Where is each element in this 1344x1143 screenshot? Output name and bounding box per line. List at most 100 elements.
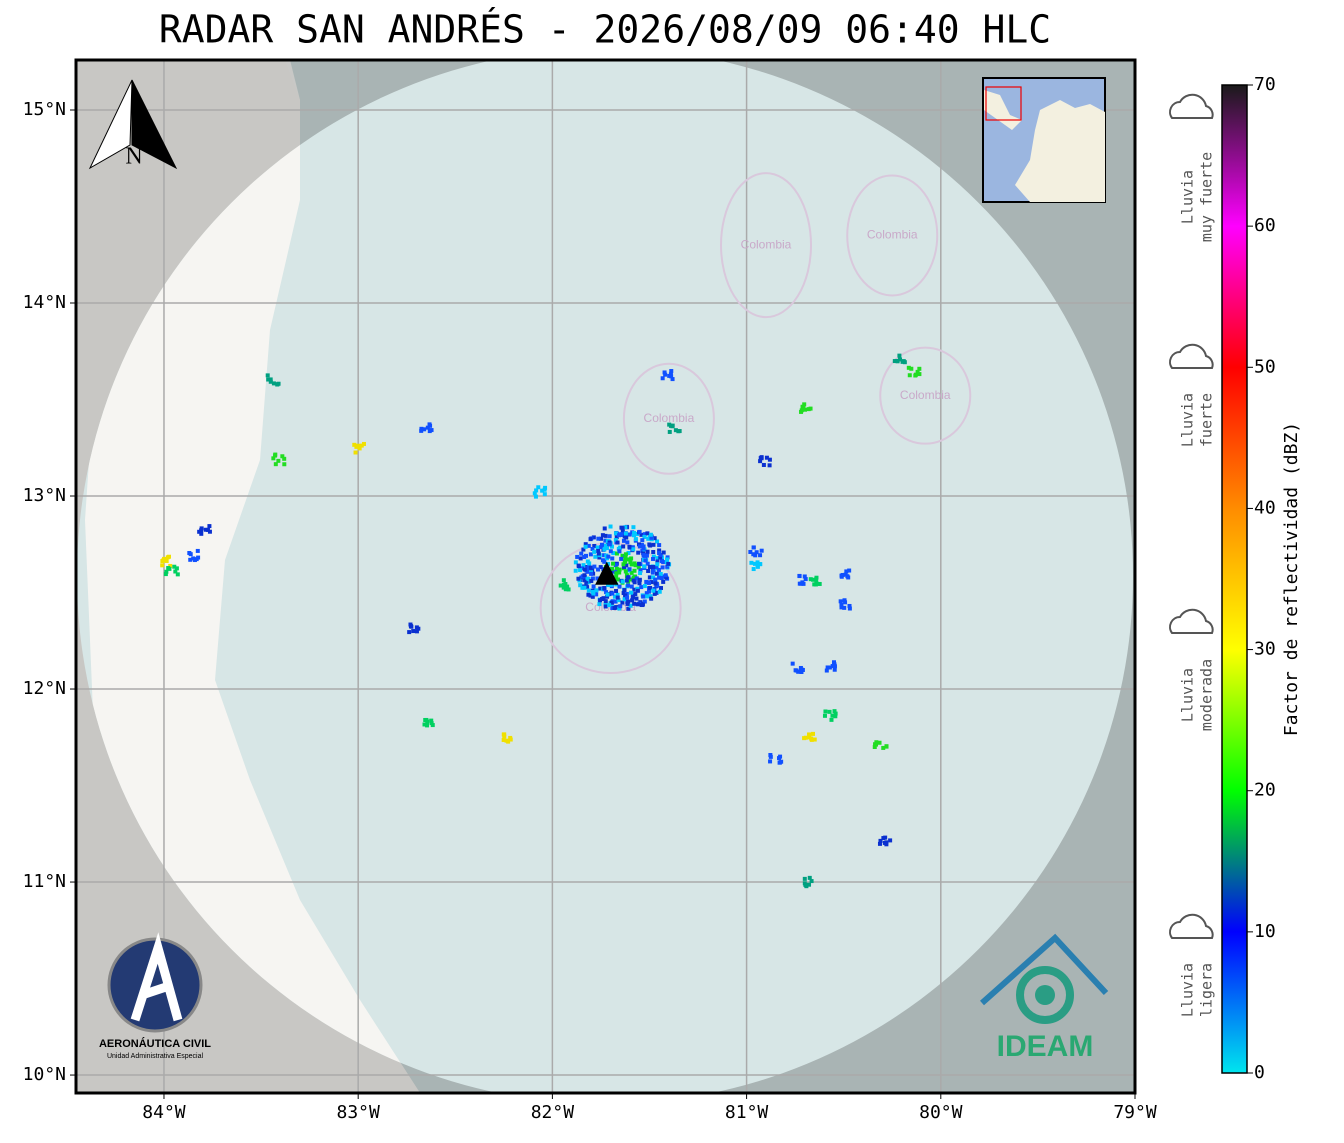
echo	[622, 564, 627, 569]
echo	[650, 570, 655, 575]
x-tick-label: 84°W	[142, 1102, 186, 1123]
echo	[610, 591, 615, 596]
echo	[917, 372, 922, 377]
echo	[582, 585, 587, 590]
echo	[354, 444, 359, 449]
echo	[665, 555, 670, 560]
echo	[807, 732, 812, 737]
rain-category-label: moderada	[1198, 659, 1216, 731]
echo	[666, 561, 671, 566]
echo	[626, 550, 631, 555]
echo	[576, 564, 581, 569]
x-tick-label: 83°W	[337, 1102, 381, 1123]
echo	[667, 429, 672, 434]
echo	[640, 538, 645, 543]
echo	[631, 575, 636, 580]
echo	[581, 563, 586, 568]
echo	[614, 571, 619, 576]
colorbar-tick-label: 20	[1254, 780, 1276, 801]
echo	[625, 595, 630, 600]
echo	[641, 546, 646, 551]
echo	[790, 661, 795, 666]
echo	[617, 533, 622, 538]
echo	[627, 532, 632, 537]
echo	[620, 579, 625, 584]
echo	[353, 450, 358, 455]
plot-frame	[74, 58, 1137, 1095]
echo	[631, 547, 636, 552]
echo	[651, 550, 656, 555]
echo	[827, 665, 832, 670]
echo	[645, 561, 650, 566]
echo	[164, 569, 169, 574]
echo	[536, 485, 541, 490]
echo	[599, 545, 604, 550]
colorbar-tick-label: 10	[1254, 921, 1276, 942]
echo	[411, 629, 416, 634]
echo	[637, 577, 642, 582]
echo	[591, 584, 596, 589]
echo	[265, 373, 270, 378]
echo	[621, 538, 626, 543]
echo	[605, 594, 610, 599]
echo	[576, 576, 581, 581]
echo	[268, 377, 273, 382]
echo	[621, 544, 626, 549]
echo	[803, 882, 808, 887]
echo	[621, 591, 626, 596]
echo	[809, 737, 814, 742]
echo	[623, 525, 628, 530]
coast-land	[85, 60, 420, 1093]
echo	[610, 569, 615, 574]
echo	[160, 559, 165, 564]
echo	[585, 585, 590, 590]
echo	[615, 577, 620, 582]
echo	[917, 366, 922, 371]
title: RADAR SAN ANDRÉS - 2026/08/09 06:40 HLC	[159, 8, 1051, 52]
echo	[408, 622, 413, 627]
echo	[542, 492, 547, 497]
echo	[803, 735, 808, 740]
echo	[207, 529, 212, 534]
echo	[800, 667, 805, 672]
echo	[617, 549, 622, 554]
echo	[637, 561, 642, 566]
echo	[839, 602, 844, 607]
echo	[633, 592, 638, 597]
echo	[542, 487, 547, 492]
echo	[606, 554, 611, 559]
echo	[637, 544, 642, 549]
echo	[271, 456, 276, 461]
echo	[623, 555, 628, 560]
echo	[619, 556, 624, 561]
echo	[588, 593, 593, 598]
echo	[822, 713, 827, 718]
echo	[807, 875, 812, 880]
echo	[591, 535, 596, 540]
echo	[665, 564, 670, 569]
echo	[648, 594, 653, 599]
echo	[825, 665, 830, 670]
echo	[897, 353, 902, 358]
echo	[598, 565, 603, 570]
echo	[796, 669, 801, 674]
echo	[282, 462, 287, 467]
echo	[581, 547, 586, 552]
echo	[652, 536, 657, 541]
echo	[627, 544, 632, 549]
echo	[604, 590, 609, 595]
echo	[188, 557, 193, 562]
echo	[832, 664, 837, 669]
echo	[586, 580, 591, 585]
echo	[668, 423, 673, 428]
echo	[624, 563, 629, 568]
echo	[407, 630, 412, 635]
echo	[645, 594, 650, 599]
aerocivil-text: AERONÁUTICA CIVIL	[99, 1037, 211, 1050]
echo	[615, 592, 620, 597]
echo	[419, 428, 424, 433]
echo	[663, 573, 668, 578]
echo	[907, 373, 912, 378]
echo	[586, 577, 591, 582]
echo	[602, 553, 607, 558]
